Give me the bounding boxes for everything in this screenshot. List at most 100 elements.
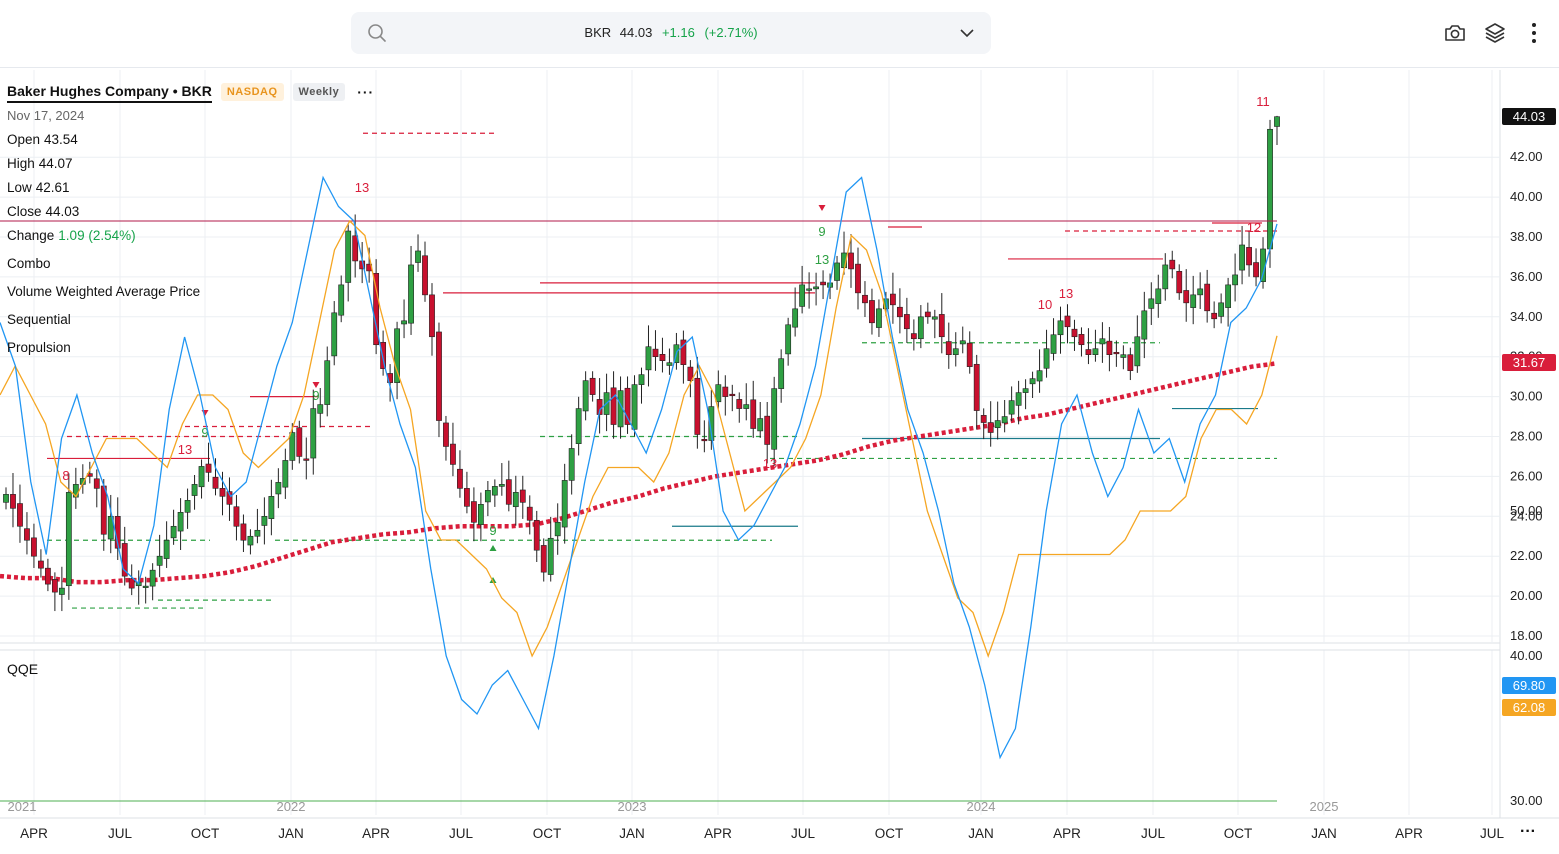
vwap-price-tag: 31.67 bbox=[1502, 354, 1556, 371]
chart-legend: Baker Hughes Company • BKR NASDAQ Weekly… bbox=[7, 80, 374, 360]
candle-body bbox=[771, 388, 778, 450]
quote-symbol: BKR bbox=[584, 25, 612, 40]
price-tick-label: 42.00 bbox=[1510, 149, 1543, 164]
candle-body bbox=[324, 360, 331, 405]
candle-body bbox=[415, 250, 421, 263]
candle-body bbox=[1211, 312, 1218, 320]
candle-body bbox=[987, 422, 994, 433]
candle-body bbox=[903, 314, 910, 330]
candle-body bbox=[1176, 271, 1183, 294]
time-axis-more-button[interactable]: ··· bbox=[1520, 823, 1536, 840]
sequential-levels bbox=[47, 132, 1277, 609]
sequential-label: 12 bbox=[1247, 220, 1261, 235]
candle-body bbox=[1050, 334, 1057, 354]
qqe-title[interactable]: QQE bbox=[7, 661, 39, 677]
price-tick-label: 28.00 bbox=[1510, 429, 1543, 444]
candle-body bbox=[966, 342, 973, 367]
symbol-search-bar[interactable]: BKR 44.03 +1.16 (+2.71%) bbox=[351, 12, 991, 54]
candle-body bbox=[519, 489, 526, 503]
chevron-down-icon[interactable] bbox=[959, 25, 975, 41]
high-value: 44.07 bbox=[38, 156, 73, 171]
legend-more-button[interactable]: ··· bbox=[357, 84, 375, 100]
candle-body bbox=[470, 501, 477, 523]
candle-body bbox=[540, 545, 547, 573]
study-propulsion[interactable]: Propulsion bbox=[7, 340, 71, 355]
candle-body bbox=[813, 286, 819, 290]
candle-body bbox=[17, 503, 23, 527]
vwap-path bbox=[0, 361, 1278, 585]
high-row: High 44.07 bbox=[7, 156, 73, 171]
candle-body bbox=[401, 320, 407, 325]
candle-body bbox=[554, 521, 561, 537]
candle-body bbox=[457, 468, 463, 489]
candle-body bbox=[1029, 378, 1036, 385]
bar-date: Nov 17, 2024 bbox=[7, 108, 85, 123]
sequential-label: 9 bbox=[489, 523, 496, 538]
candle-body bbox=[240, 523, 247, 541]
candle-body bbox=[1253, 262, 1259, 278]
candle-body bbox=[226, 491, 233, 505]
candle-body bbox=[422, 255, 428, 296]
candle-body bbox=[924, 311, 931, 318]
candle-body bbox=[303, 458, 310, 461]
candle-body bbox=[268, 496, 275, 519]
price-chart[interactable]: 18.0020.0022.0024.0026.0028.0030.0032.00… bbox=[0, 68, 1559, 854]
layers-icon[interactable] bbox=[1483, 21, 1507, 45]
candle-body bbox=[408, 264, 414, 324]
candle-body bbox=[869, 300, 875, 324]
candle-body bbox=[121, 543, 128, 577]
candle-body bbox=[38, 560, 44, 569]
interval-badge[interactable]: Weekly bbox=[292, 83, 346, 101]
sequential-label: 13 bbox=[763, 456, 777, 471]
candle-body bbox=[3, 494, 9, 503]
candle-body bbox=[128, 578, 135, 589]
company-name[interactable]: Baker Hughes Company • BKR bbox=[7, 81, 212, 103]
candle-body bbox=[792, 308, 799, 328]
vwap-line bbox=[0, 361, 1278, 585]
candle-body bbox=[1183, 290, 1190, 304]
candle-body bbox=[142, 585, 149, 588]
study-combo[interactable]: Combo bbox=[7, 256, 51, 271]
candle-body bbox=[219, 488, 226, 497]
candle-body bbox=[156, 555, 163, 566]
candle-body bbox=[750, 399, 757, 429]
candle-body bbox=[93, 478, 100, 489]
candle-body bbox=[491, 486, 498, 496]
sequential-counts: 13 9 8 9 13 9 13 9 13 13 10 11 12 bbox=[62, 94, 1270, 583]
candle-body bbox=[1190, 294, 1197, 308]
candle-body bbox=[980, 415, 987, 423]
candle-body bbox=[533, 519, 540, 551]
candle-body bbox=[107, 515, 114, 540]
exchange-badge: NASDAQ bbox=[220, 83, 284, 101]
candle-body bbox=[876, 308, 882, 328]
more-vertical-icon[interactable] bbox=[1522, 21, 1546, 45]
year-tick-label: 2021 bbox=[8, 799, 37, 814]
candle-body bbox=[1148, 298, 1155, 309]
price-tick-label: 34.00 bbox=[1510, 309, 1543, 324]
camera-icon[interactable] bbox=[1443, 21, 1467, 45]
candle-body bbox=[729, 393, 736, 397]
price-tick-label: 24.00 bbox=[1510, 508, 1543, 523]
candle-body bbox=[896, 306, 903, 318]
month-tick-label: JAN bbox=[968, 826, 994, 841]
candle-body bbox=[191, 484, 198, 496]
sequential-label: 9 bbox=[201, 425, 208, 440]
candle-body bbox=[45, 567, 51, 585]
candle-body bbox=[945, 341, 952, 356]
candle-body bbox=[1071, 328, 1078, 338]
qqe-slow-tag: 62.08 bbox=[1502, 699, 1556, 716]
candle-body bbox=[394, 328, 400, 383]
search-icon bbox=[368, 24, 386, 42]
study-sequential[interactable]: Sequential bbox=[7, 312, 71, 327]
candle-body bbox=[589, 377, 596, 395]
candle-body bbox=[701, 438, 708, 442]
candle-body bbox=[331, 312, 338, 357]
study-vwap[interactable]: Volume Weighted Average Price bbox=[7, 284, 201, 299]
candle-body bbox=[1022, 388, 1029, 393]
candle-body bbox=[10, 494, 16, 509]
qqe-tick-label: 50.00 bbox=[1510, 503, 1543, 518]
candle-body bbox=[450, 443, 456, 465]
candle-body bbox=[890, 293, 896, 306]
month-tick-label: APR bbox=[362, 826, 390, 841]
candle-body bbox=[477, 504, 484, 525]
